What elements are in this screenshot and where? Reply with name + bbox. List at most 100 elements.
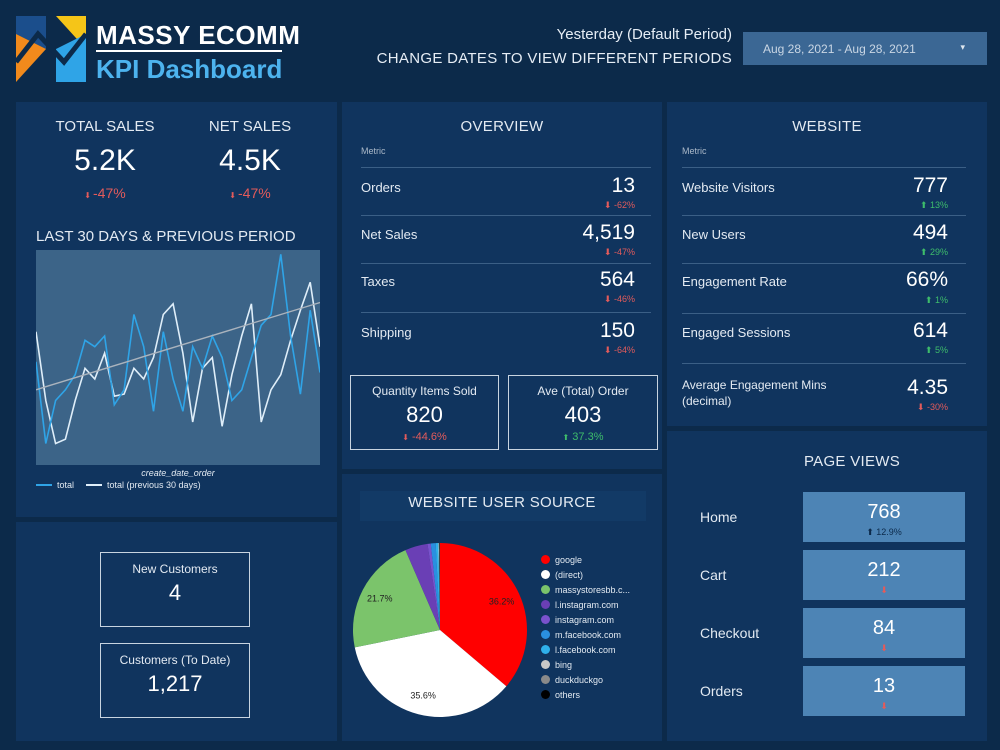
- pie-slice-1: [354, 630, 507, 717]
- overview-row-value: 564: [599, 268, 635, 291]
- date-range-picker[interactable]: Aug 28, 2021 - Aug 28, 2021 ▾: [743, 32, 987, 65]
- website-divider: [682, 215, 966, 216]
- page-views-label-home: Home: [700, 509, 738, 525]
- overview-row-net-sales: Net Sales 4,519 ⬇ -47%: [361, 216, 651, 263]
- pie-legend-item: bing: [541, 657, 630, 672]
- pie-legend-label: l.facebook.com: [555, 644, 616, 655]
- line-chart-title: LAST 30 DAYS & PREVIOUS PERIOD: [36, 228, 296, 245]
- legend-dot-icon: [541, 630, 550, 639]
- legend-dot-icon: [541, 645, 550, 654]
- overview-row-delta: ⬇ -62%: [603, 200, 635, 210]
- user-source-title-bar: [360, 491, 646, 521]
- user-source-panel: WEBSITE USER SOURCE 36.2% 35.6% 21.7% goog…: [342, 474, 662, 741]
- legend-dot-icon: [541, 600, 550, 609]
- overview-divider: [361, 215, 651, 216]
- page-views-value: 84: [872, 617, 896, 639]
- brand-subtitle: KPI Dashboard: [96, 54, 283, 84]
- overview-row-orders: Orders 13 ⬇ -62%: [361, 168, 651, 215]
- new-customers-value: 4: [168, 580, 182, 605]
- website-row-value: 494: [912, 221, 948, 244]
- overview-divider: [361, 263, 651, 264]
- website-row-label: Engagement Rate: [682, 274, 787, 289]
- website-row-delta: ⬆ 29%: [919, 247, 948, 257]
- arrow-down-icon: ⬇: [603, 200, 612, 210]
- page-views-delta: ⬇: [803, 701, 965, 712]
- page-views-value: 212: [867, 559, 901, 581]
- pie-slice-label: 21.7%: [367, 594, 393, 604]
- quantity-items-delta: ⬇ -44.6%: [402, 431, 447, 443]
- arrow-up-icon: ⬆: [919, 247, 928, 257]
- legend-dot-icon: [541, 615, 550, 624]
- ave-order-card: Ave (Total) Order 403 ⬆ 37.3%: [508, 375, 658, 450]
- line-chart-xlabel: create_date_order: [141, 468, 215, 478]
- website-row-value: 4.35: [907, 376, 948, 399]
- overview-row-taxes: Taxes 564 ⬇ -46%: [361, 264, 651, 311]
- line-series-total: [36, 254, 320, 444]
- page-views-label-orders: Orders: [700, 683, 743, 699]
- website-row-value: 777: [912, 174, 948, 197]
- overview-row-shipping: Shipping 150 ⬇ -64%: [361, 313, 651, 363]
- pie-legend-item: (direct): [541, 567, 630, 582]
- website-title: WEBSITE: [792, 118, 862, 135]
- overview-row-delta: ⬇ -46%: [603, 294, 635, 304]
- customers-todate-label: Customers (To Date): [119, 653, 231, 667]
- page-views-value: 768: [867, 501, 901, 523]
- website-row-label: New Users: [682, 227, 746, 242]
- customers-todate-card: Customers (To Date) 1,217: [100, 643, 250, 718]
- pie-legend-item: google: [541, 552, 630, 567]
- arrow-down-icon: ⬇: [603, 345, 612, 355]
- legend-label-total: total: [57, 480, 75, 490]
- pie-legend-item: massystoresbb.c...: [541, 582, 630, 597]
- arrow-up-icon: ⬆: [562, 433, 570, 442]
- website-row-label: Engaged Sessions: [682, 325, 791, 340]
- pie-slice-label: 36.2%: [489, 597, 515, 607]
- period-label: Yesterday (Default Period): [556, 26, 732, 43]
- pie-legend-label: google: [555, 554, 583, 565]
- overview-title: OVERVIEW: [460, 118, 544, 135]
- overview-divider: [361, 312, 651, 313]
- line-chart: [36, 250, 320, 465]
- pie-legend-label: bing: [555, 659, 573, 670]
- legend-dot-icon: [541, 570, 550, 579]
- overview-row-label: Orders: [361, 180, 401, 195]
- page-views-tile-orders: 13 ⬇: [803, 666, 965, 716]
- arrow-up-icon: ⬆: [924, 295, 933, 305]
- page-views-tile-home: 768 ⬆ 12.9%: [803, 492, 965, 542]
- pie-legend-item: instagram.com: [541, 612, 630, 627]
- website-divider: [682, 313, 966, 314]
- pie-legend-label: duckduckgo: [555, 674, 604, 685]
- arrow-down-icon: ⬇: [84, 191, 91, 200]
- page-views-label-cart: Cart: [700, 567, 727, 583]
- pie-legend-label: l.instagram.com: [555, 599, 619, 610]
- new-customers-card: New Customers 4: [100, 552, 250, 627]
- pie-slice-4: [427, 543, 440, 630]
- pie-slice-6: [435, 543, 440, 630]
- pie-slice-5: [430, 543, 440, 630]
- arrow-down-icon: ⬇: [603, 247, 612, 257]
- arrow-down-icon: ⬇: [880, 585, 888, 595]
- line-series-previous: [36, 282, 320, 445]
- website-metric-header: Metric: [682, 146, 707, 156]
- overview-row-value: 4,519: [582, 221, 635, 244]
- pie-slice-7: [438, 543, 440, 630]
- website-panel: WEBSITE Metric Website Visitors 777 ⬆ 13…: [667, 102, 987, 426]
- line-chart-plot-area: [36, 250, 320, 465]
- line-chart-legend: total total (previous 30 days): [36, 480, 201, 490]
- total-sales-value: 5.2K: [74, 144, 136, 177]
- pie-legend-item: m.facebook.com: [541, 627, 630, 642]
- pie-slice-8: [438, 543, 440, 630]
- website-row-label: Average Engagement Mins (decimal): [682, 378, 827, 408]
- overview-divider: [361, 167, 651, 168]
- website-row-engaged-sessions: Engaged Sessions 614 ⬆ 5%: [682, 314, 966, 362]
- website-row-engagement-rate: Engagement Rate 66% ⬆ 1%: [682, 264, 966, 312]
- ave-order-value: 403: [564, 402, 602, 427]
- legend-label-prev: total (previous 30 days): [107, 480, 201, 490]
- date-range-text: Aug 28, 2021 - Aug 28, 2021: [763, 41, 916, 56]
- caret-down-icon: ▾: [960, 42, 965, 52]
- quantity-items-label: Quantity Items Sold: [372, 384, 477, 398]
- arrow-down-icon: ⬇: [402, 433, 409, 442]
- arrow-down-icon: ⬇: [916, 402, 925, 412]
- brand-divider: [96, 50, 282, 52]
- page-views-label-checkout: Checkout: [700, 625, 760, 641]
- legend-dot-icon: [541, 555, 550, 564]
